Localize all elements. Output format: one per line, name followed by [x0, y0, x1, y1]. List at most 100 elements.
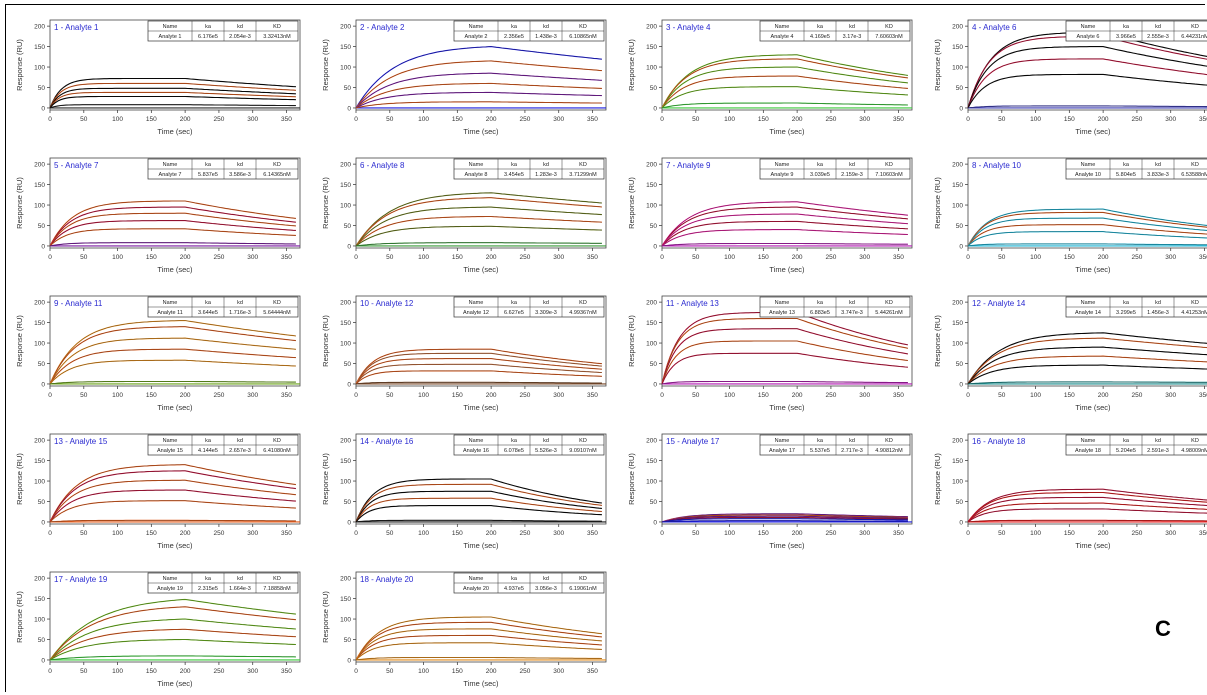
table-value-cell: 2.591e-3 — [1147, 448, 1169, 454]
y-tick-label: 50 — [38, 499, 46, 506]
y-tick-label: 100 — [34, 341, 45, 348]
x-tick-label: 150 — [452, 116, 463, 123]
table-header-cell: ka — [1123, 24, 1130, 30]
table-value-cell: Analyte 8 — [465, 172, 488, 178]
table-value-cell: 7.60603nM — [875, 34, 903, 40]
y-tick-label: 100 — [34, 617, 45, 624]
sensorgram-chart: 0 50 100 150 200 0 50 100 150 200 250 300 350 Time (s… — [321, 571, 607, 688]
table-header-cell: kd — [543, 162, 549, 168]
fit-curve — [355, 622, 602, 661]
x-tick-label: 250 — [519, 254, 530, 261]
x-axis-label: Time (sec) — [769, 127, 805, 136]
y-axis-label: Response (RU) — [627, 39, 636, 91]
y-tick-label: 0 — [41, 657, 45, 664]
x-tick-label: 350 — [281, 392, 292, 399]
sensorgram-chart: 0 50 100 150 200 0 50 100 150 200 250 300 350 Time (s… — [933, 157, 1207, 274]
y-tick-label: 0 — [959, 105, 963, 112]
y-tick-label: 50 — [344, 637, 352, 644]
y-tick-label: 150 — [340, 458, 351, 465]
x-tick-label: 150 — [1064, 530, 1075, 537]
x-tick-label: 250 — [519, 116, 530, 123]
table-value-cell: Analyte 15 — [157, 448, 183, 454]
y-axis-label: Response (RU) — [15, 591, 24, 643]
kinetics-table: Name Analyte 13 ka 6.883e5 kd 3.747e-3 KD 5.442… — [759, 296, 911, 318]
table-header-cell: kd — [543, 438, 549, 444]
x-tick-label: 150 — [452, 392, 463, 399]
fit-curve — [355, 484, 602, 523]
y-tick-label: 200 — [34, 162, 45, 169]
table-header-cell: Name — [163, 24, 178, 30]
table-header-cell: ka — [817, 300, 824, 306]
sensorgram-panel: 0 50 100 150 200 0 50 100 150 200 250 300 350 Time (s… — [8, 566, 304, 690]
fit-curve — [49, 88, 296, 109]
x-tick-label: 50 — [80, 392, 88, 399]
x-tick-label: 100 — [112, 254, 123, 261]
x-tick-label: 100 — [724, 392, 735, 399]
table-header-cell: ka — [205, 576, 212, 582]
x-tick-label: 50 — [386, 116, 394, 123]
y-tick-label: 150 — [952, 182, 963, 189]
y-tick-label: 150 — [34, 458, 45, 465]
table-header-cell: Name — [775, 24, 790, 30]
x-tick-label: 350 — [1199, 530, 1207, 537]
table-value-cell: Analyte 2 — [465, 34, 488, 40]
y-tick-label: 50 — [650, 361, 658, 368]
table-value-cell: 3.32413nM — [263, 34, 291, 40]
table-header-cell: KD — [579, 300, 587, 306]
y-tick-label: 50 — [38, 361, 46, 368]
fit-curve — [355, 491, 602, 523]
table-header-cell: KD — [273, 162, 281, 168]
table-header-cell: kd — [237, 576, 243, 582]
x-tick-label: 250 — [825, 254, 836, 261]
y-axis-label: Response (RU) — [321, 177, 330, 229]
table-value-cell: 1.283e-3 — [535, 172, 557, 178]
sensorgram-panel: 0 50 100 150 200 0 50 100 150 200 250 300 350 Time (s… — [8, 152, 304, 276]
x-tick-label: 300 — [859, 392, 870, 399]
y-tick-label: 150 — [340, 596, 351, 603]
table-value-cell: 5.537e5 — [810, 448, 830, 454]
x-tick-label: 250 — [213, 116, 224, 123]
x-tick-label: 200 — [486, 254, 497, 261]
table-header-cell: kd — [543, 300, 549, 306]
table-value-cell: 5.804e5 — [1116, 172, 1136, 178]
sensorgram-panel: 0 50 100 150 200 0 50 100 150 200 250 300 350 Time (s… — [926, 14, 1207, 138]
sensorgram-chart: 0 50 100 150 200 0 50 100 150 200 250 300 350 Time (s… — [933, 433, 1207, 550]
table-value-cell: 3.71299nM — [569, 172, 597, 178]
fit-curve — [49, 381, 296, 385]
table-header-cell: kd — [237, 438, 243, 444]
y-axis-label: Response (RU) — [933, 453, 942, 505]
x-tick-label: 200 — [180, 392, 191, 399]
y-tick-label: 200 — [340, 438, 351, 445]
x-tick-label: 350 — [281, 116, 292, 123]
y-tick-label: 50 — [650, 223, 658, 230]
x-tick-label: 50 — [692, 530, 700, 537]
x-tick-label: 150 — [452, 530, 463, 537]
y-tick-label: 150 — [952, 458, 963, 465]
y-axis-label: Response (RU) — [933, 39, 942, 91]
table-header-cell: ka — [511, 162, 518, 168]
y-tick-label: 50 — [344, 223, 352, 230]
y-tick-label: 0 — [653, 519, 657, 526]
x-tick-label: 300 — [247, 668, 258, 675]
table-header-cell: kd — [849, 162, 855, 168]
y-tick-label: 150 — [34, 596, 45, 603]
x-tick-label: 200 — [180, 668, 191, 675]
kinetics-table: Name Analyte 12 ka 6.627e5 kd 3.309e-3 KD 4.993… — [453, 296, 605, 318]
x-tick-label: 100 — [724, 116, 735, 123]
table-header-cell: kd — [849, 438, 855, 444]
x-axis-label: Time (sec) — [463, 541, 499, 550]
table-header-cell: Name — [1081, 24, 1096, 30]
table-value-cell: Analyte 11 — [157, 310, 183, 316]
fit-curve — [967, 217, 1207, 247]
table-value-cell: 2.356e5 — [504, 34, 524, 40]
x-tick-label: 350 — [893, 392, 904, 399]
table-header-cell: kd — [1155, 300, 1161, 306]
x-tick-label: 350 — [893, 254, 904, 261]
x-tick-label: 100 — [724, 530, 735, 537]
x-tick-label: 0 — [660, 530, 664, 537]
kinetics-table: Name Analyte 18 ka 5.204e5 kd 2.591e-3 KD 4.980… — [1065, 434, 1207, 456]
y-tick-label: 0 — [653, 381, 657, 388]
x-axis-label: Time (sec) — [157, 679, 193, 688]
x-tick-label: 200 — [180, 530, 191, 537]
fit-curve — [355, 197, 602, 247]
